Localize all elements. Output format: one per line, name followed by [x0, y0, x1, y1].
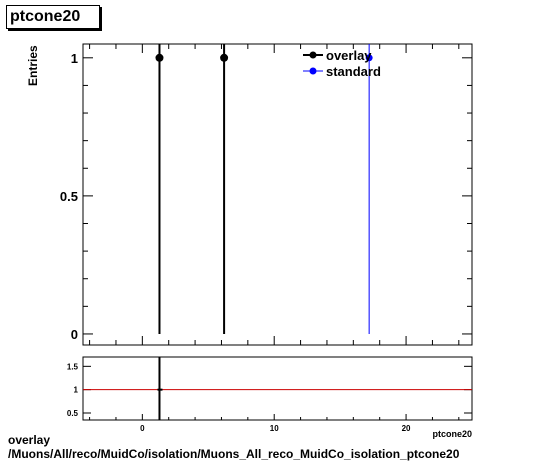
main-plot-frame	[82, 43, 473, 346]
footer: overlay /Muons/All/reco/MuidCo/isolation…	[8, 433, 459, 461]
legend-label-overlay: overlay	[326, 48, 372, 63]
legend-marker-standard	[309, 67, 317, 75]
legend-label-standard: standard	[326, 64, 381, 79]
ratio-plot-frame	[82, 356, 473, 421]
y-tick-label: 0.5	[60, 189, 78, 204]
ratio-point	[157, 388, 163, 391]
x-axis-label: ptcone20	[432, 429, 472, 439]
ratio-x-tick-label: 0	[140, 424, 145, 433]
main-ticks: 00.51	[60, 44, 472, 345]
legend-marker-overlay	[309, 51, 317, 59]
data-point-overlay	[155, 53, 164, 62]
ratio-ticks: 0.5 1 1.5 0 10 20	[67, 362, 472, 433]
y-tick-label: 1	[71, 51, 78, 66]
ratio-x-tick-label: 20	[402, 424, 411, 433]
ratio-x-tick-label: 10	[270, 424, 279, 433]
ratio-plot: 0.5 1 1.5 0 10 20 ptcone20	[67, 356, 473, 439]
data-point-standard	[365, 54, 373, 62]
ratio-y-tick-label: 1.5	[67, 362, 79, 371]
main-marks	[155, 44, 373, 334]
y-tick-label: 0	[71, 327, 78, 342]
footer-line-2: /Muons/All/reco/MuidCo/isolation/Muons_A…	[8, 447, 460, 461]
footer-line-1: overlay	[8, 433, 51, 447]
data-point-overlay	[220, 53, 229, 62]
chart-title: ptcone20	[6, 5, 100, 29]
ratio-y-tick-label: 0.5	[67, 409, 79, 418]
ratio-marks	[83, 357, 472, 420]
ratio-y-tick-label: 1	[74, 386, 79, 395]
